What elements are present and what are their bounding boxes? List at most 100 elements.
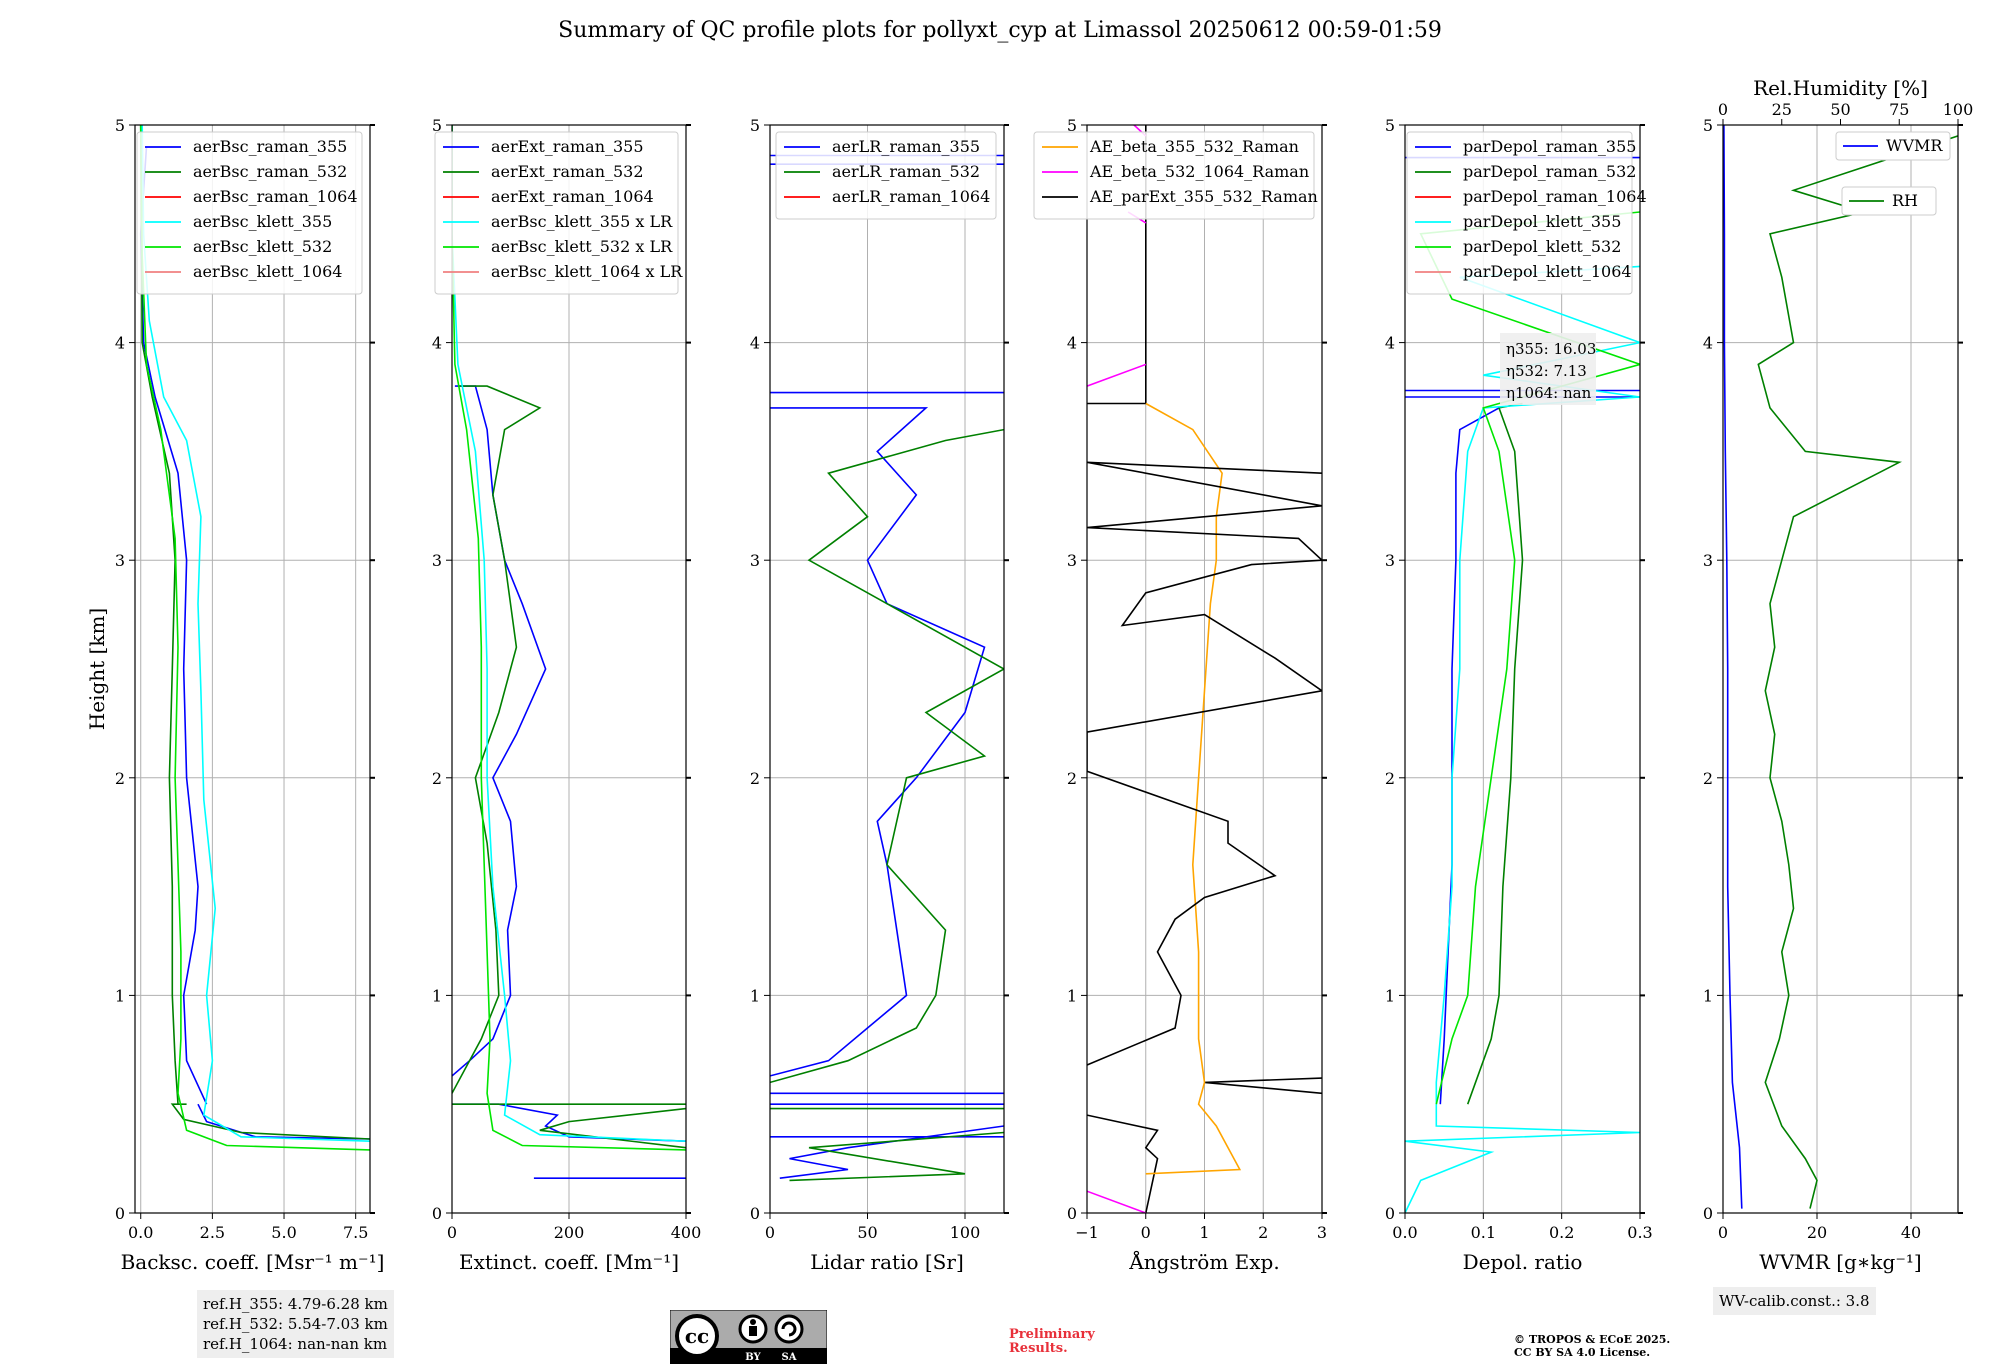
sa-icon (774, 1314, 804, 1344)
x-tick-label: 50 (857, 1223, 877, 1242)
legend-box-rh (1841, 186, 1937, 216)
preliminary-line-2: Results. (1009, 1341, 1068, 1356)
y-tick-label: 4 (1067, 334, 1077, 353)
legend-box (775, 131, 997, 220)
panel-backscatter: 0.0 2.5 5.0 7.5 0 1 2 3 4 5 Backsc. coeff. [Msr⁻¹ … (115, 116, 385, 1274)
wv-calib-box: WV-calib.const.: 3.8 (1713, 1287, 1876, 1315)
data-lines (452, 125, 686, 1179)
y-tick-label: 4 (1385, 334, 1395, 353)
y-tick-label: 3 (1385, 551, 1395, 570)
series-aerBsc_raman_355 (139, 146, 208, 1105)
profile-segment (779, 1125, 1004, 1179)
panel-lidar_ratio: 0 50 100 0 1 2 3 4 5 Lidar ratio [Sr] aerLR_raman_… (750, 116, 1009, 1274)
x-axis-label: WVMR [g∗kg⁻¹] (1759, 1250, 1921, 1274)
series-parDepol_klett_532 (1419, 211, 1640, 1105)
panel-extinction: 0 200 400 0 1 2 3 4 5 Extinct. coeff. [Mm⁻¹] aerEx… (432, 116, 701, 1274)
profile-segment (1087, 1114, 1159, 1213)
legend-label: parDepol_raman_355 (1463, 137, 1636, 156)
series-AE_beta_355_532_Raman (1145, 402, 1242, 1175)
series-parDepol_raman_355 (1439, 407, 1500, 1105)
x-tick-label: 0.2 (1549, 1223, 1574, 1242)
legend-box (1406, 131, 1633, 295)
series-AE_parExt_355_532_Raman (1087, 461, 1322, 1066)
y-tick-label: 2 (1385, 769, 1395, 788)
svg-text:cc: cc (685, 1324, 709, 1348)
y-tick-label: 1 (115, 986, 125, 1005)
x-axis-label: Extinct. coeff. [Mm⁻¹] (459, 1250, 679, 1274)
legend-label: parDepol_klett_355 (1463, 212, 1621, 231)
reference-height-box: ref.H_355: 4.79-6.28 km ref.H_532: 5.54-… (197, 1290, 394, 1358)
y-tick-label: 4 (750, 334, 760, 353)
profile-segment (789, 1131, 1004, 1182)
legend-label: parDepol_raman_1064 (1463, 187, 1647, 206)
legend-label: aerBsc_klett_532 (193, 237, 332, 256)
x-tick-label: 3 (1317, 1223, 1327, 1242)
x2-tick-label: 100 (1943, 100, 1974, 119)
legend-label: RH (1892, 191, 1918, 210)
legend-label: parDepol_raman_532 (1463, 162, 1636, 181)
y-tick-label: 5 (432, 116, 442, 135)
series-aerBsc_klett_355 (141, 125, 370, 1142)
series-aerBsc_klett_532 (139, 125, 370, 1151)
x-axis-label: Depol. ratio (1463, 1250, 1583, 1274)
wv-calib-text: WV-calib.const.: 3.8 (1719, 1292, 1870, 1310)
x2-tick-label: 0 (1718, 100, 1728, 119)
legend-label: AE_parExt_355_532_Raman (1089, 187, 1318, 206)
series-AE_beta_532_1064_Raman (1087, 1190, 1147, 1213)
series-RH (1757, 135, 1958, 1209)
y-tick-label: 2 (432, 769, 442, 788)
legend-label: aerBsc_klett_1064 (193, 262, 342, 281)
copyright-line-2: CC BY SA 4.0 License. (1514, 1346, 1651, 1359)
legend-label: aerLR_raman_532 (832, 162, 980, 181)
cc-by-label: BY (745, 1352, 761, 1363)
y-tick-label: 0 (750, 1204, 760, 1223)
y-tick-label: 2 (1067, 769, 1077, 788)
y-tick-label: 3 (750, 551, 760, 570)
legend-box (1033, 131, 1315, 220)
x-axis-label: Backsc. coeff. [Msr⁻¹ m⁻¹] (121, 1250, 385, 1274)
legend-label: WVMR (1886, 136, 1943, 155)
y-axis-label: Height [km] (85, 608, 109, 730)
x-tick-label: 1 (1199, 1223, 1209, 1242)
legend-label: aerBsc_raman_1064 (193, 187, 358, 206)
y-tick-label: 1 (1067, 986, 1077, 1005)
x-tick-label: 2 (1258, 1223, 1268, 1242)
refh-532: ref.H_532: 5.54-7.03 km (203, 1315, 388, 1333)
y-tick-label: 5 (1385, 116, 1395, 135)
refh-355: ref.H_355: 4.79-6.28 km (203, 1295, 388, 1313)
y-tick-label: 5 (750, 116, 760, 135)
y-tick-label: 4 (432, 334, 442, 353)
series-aerLR_raman_532 (770, 428, 1004, 1084)
y-tick-label: 4 (1703, 334, 1713, 353)
x-tick-label: 0 (765, 1223, 775, 1242)
legend-label: aerExt_raman_1064 (491, 187, 654, 206)
data-lines (770, 154, 1004, 1182)
legend-label: parDepol_klett_532 (1463, 237, 1621, 256)
axes-frame (1722, 124, 1959, 1214)
axes-frame (1404, 124, 1641, 1214)
profile-segment (170, 1103, 370, 1140)
y-tick-label: 5 (1703, 116, 1713, 135)
x2-tick-label: 75 (1889, 100, 1909, 119)
legend-box-wvmr (1835, 131, 1951, 161)
y-tick-label: 5 (1067, 116, 1077, 135)
legend-label: parDepol_klett_1064 (1463, 262, 1632, 281)
legend-label: aerBsc_klett_355 (193, 212, 332, 231)
x-tick-label: 5.0 (271, 1223, 296, 1242)
profile-segment (1087, 363, 1147, 387)
y-tick-label: 1 (1385, 986, 1395, 1005)
x2-tick-label: 50 (1830, 100, 1850, 119)
x-tick-label: 20 (1807, 1223, 1827, 1242)
legend-label: aerExt_raman_355 (491, 137, 644, 156)
x-tick-label: 100 (950, 1223, 981, 1242)
copyright-note: © TROPOS & ECoE 2025. CC BY SA 4.0 Licen… (1514, 1333, 1670, 1359)
x-tick-label: 0.0 (1392, 1223, 1417, 1242)
depol-annotation-line: η1064: nan (1506, 384, 1592, 402)
data-lines (139, 125, 370, 1151)
data-lines (1087, 125, 1322, 1213)
legend-label: aerBsc_klett_532 x LR (491, 237, 673, 256)
copyright-line-1: © TROPOS & ECoE 2025. (1514, 1333, 1671, 1346)
series-aerExt_raman_355 (452, 385, 547, 1077)
